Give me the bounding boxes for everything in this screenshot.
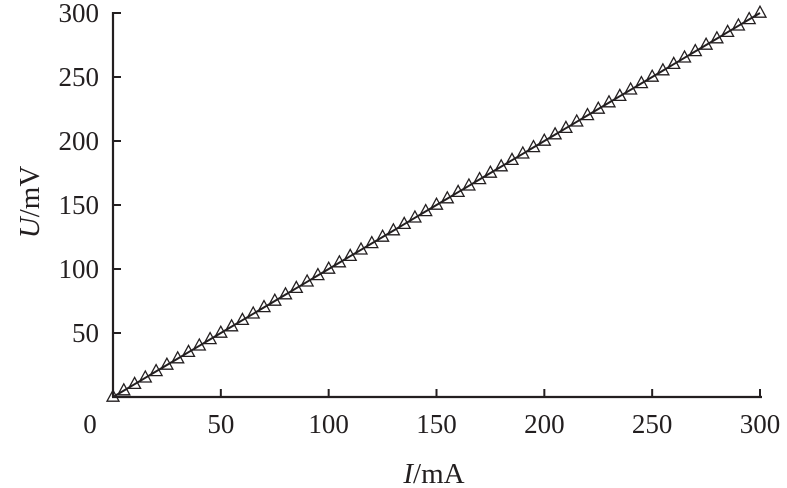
data-point-marker — [699, 36, 714, 50]
data-point-marker — [300, 273, 315, 287]
y-tick-label: 250 — [59, 62, 100, 92]
data-point-marker — [742, 11, 757, 25]
data-point-marker — [537, 132, 552, 146]
data-point-marker — [483, 164, 498, 178]
x-axis-unit: /mA — [413, 458, 465, 488]
y-axis-label: U/mV — [14, 166, 46, 239]
data-point-marker — [752, 4, 768, 18]
plot-area: 0 50 100 150 200 250 300 50 100 150 200 250 300 — [59, 0, 781, 439]
data-point-marker — [418, 203, 433, 217]
y-axis-unit: /mV — [14, 166, 46, 218]
y-tick-label: 300 — [59, 0, 100, 28]
data-point-marker — [731, 17, 746, 31]
data-point-marker — [235, 312, 250, 326]
data-point-marker — [192, 337, 207, 351]
data-point-marker — [289, 280, 304, 294]
data-point-marker — [548, 126, 563, 140]
data-point-marker — [332, 254, 347, 268]
x-tick-label: 100 — [308, 409, 349, 439]
data-point-marker — [170, 350, 185, 364]
x-tick-label: 200 — [524, 409, 565, 439]
data-point-marker — [601, 94, 617, 108]
data-point-marker — [278, 286, 293, 300]
data-point-marker — [386, 222, 401, 236]
data-point-marker — [353, 241, 369, 255]
data-point-marker — [181, 344, 196, 358]
x-axis-symbol: I — [402, 458, 414, 488]
data-point-marker — [105, 388, 121, 402]
data-point-marker — [569, 113, 584, 127]
data-point-marker — [138, 369, 153, 383]
data-point-marker — [429, 196, 444, 210]
data-point-marker — [407, 209, 422, 223]
data-point-marker — [720, 24, 735, 38]
x-tick-label: 300 — [740, 409, 781, 439]
series-line — [112, 12, 761, 398]
data-point-marker — [688, 43, 703, 57]
data-point-marker — [677, 49, 692, 63]
data-point-marker — [558, 120, 573, 134]
data-point-marker — [224, 318, 239, 332]
data-point-marker — [213, 324, 228, 338]
data-point-marker — [623, 81, 638, 95]
data-point-marker — [645, 68, 660, 82]
y-ticks: 50 100 150 200 250 300 — [59, 0, 121, 348]
data-point-marker — [591, 100, 606, 114]
data-point-marker — [504, 152, 520, 166]
x-tick-label: 0 — [83, 409, 97, 439]
data-point-marker — [267, 292, 282, 306]
data-point-marker — [321, 260, 336, 274]
data-point-marker — [440, 190, 455, 204]
y-tick-label: 150 — [59, 190, 100, 220]
data-point-marker — [343, 248, 358, 262]
series-markers — [105, 4, 768, 402]
x-ticks: 0 50 100 150 200 250 300 — [83, 389, 780, 439]
x-axis-label: I/mA — [402, 458, 464, 488]
x-tick-label: 250 — [632, 409, 673, 439]
data-point-marker — [612, 88, 627, 102]
data-point-marker — [655, 62, 670, 76]
data-point-marker — [116, 382, 131, 396]
data-point-marker — [461, 177, 476, 191]
data-point-marker — [149, 363, 164, 377]
y-tick-label: 200 — [59, 126, 100, 156]
data-point-marker — [203, 331, 218, 345]
data-point-marker — [397, 216, 412, 230]
y-tick-label: 100 — [59, 254, 100, 284]
data-point-marker — [515, 145, 530, 159]
data-point-marker — [364, 235, 379, 249]
data-point-marker — [159, 356, 174, 370]
data-point-marker — [375, 228, 390, 242]
y-axis-symbol: U — [14, 215, 46, 238]
x-tick-label: 150 — [416, 409, 457, 439]
data-point-marker — [580, 107, 595, 121]
data-point-marker — [526, 139, 541, 153]
data-point-marker — [666, 56, 681, 70]
data-point-marker — [256, 299, 272, 313]
data-point-marker — [634, 75, 649, 89]
data-point-marker — [310, 267, 325, 281]
data-point-marker — [472, 171, 487, 185]
data-point-marker — [709, 30, 724, 44]
x-tick-label: 50 — [207, 409, 234, 439]
data-point-marker — [127, 376, 142, 390]
y-tick-label: 50 — [72, 318, 99, 348]
data-point-marker — [494, 158, 509, 172]
data-point-marker — [451, 184, 466, 198]
data-point-marker — [246, 305, 261, 319]
